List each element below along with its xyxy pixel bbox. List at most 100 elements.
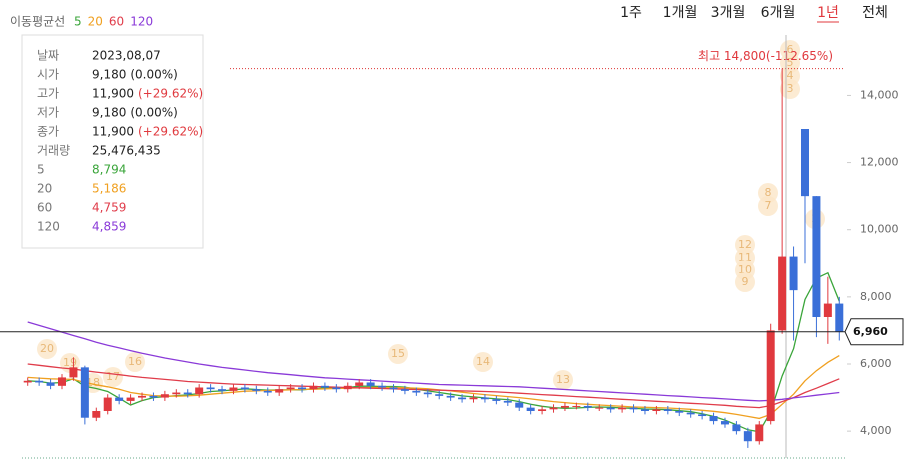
moving-average-line [27,355,840,420]
candle-body [172,392,181,395]
candle-body [115,397,124,401]
candle-body [69,367,78,378]
candle-body [229,387,238,391]
legend-item: 60 [109,15,124,29]
period-tab[interactable]: 1주 [620,5,642,21]
candle-body [400,389,409,391]
candle-body [698,414,707,417]
current-price-box [844,318,904,346]
candle-body [378,385,387,388]
candle-body [252,389,261,391]
candle-body [480,397,489,400]
candle-body [183,392,192,395]
event-marker-label: 15 [391,347,405,360]
tooltip-change: (+29.62%) [138,125,203,139]
tooltip-value: 5,186 [92,182,126,196]
y-tick-label: 6,000 [860,357,892,370]
moving-average-line [27,271,840,433]
candle-body [435,394,444,396]
y-tick-label: 4,000 [860,424,892,437]
candle-body [789,256,798,291]
event-marker-label: 7 [765,199,772,212]
tooltip-change: (+29.62%) [138,87,203,101]
candle-body [823,303,832,317]
tooltip-label: 저가 [37,106,59,120]
candle-body [469,397,478,400]
candle-body [720,421,729,425]
event-marker-label: 6 [787,43,794,56]
max-label: 최고 14,800(-112.65%) [698,49,833,63]
candle-body [298,387,307,390]
candle-body [675,411,684,413]
event-marker [37,339,57,359]
y-tick-label: 12,000 [860,156,899,169]
candle-body [23,380,32,383]
event-marker [758,196,778,216]
candle-body [778,256,787,331]
event-marker-label: 9 [742,275,749,288]
tooltip-change: (0.00%) [130,106,177,120]
candle-body [835,303,844,332]
candle-body [389,387,398,390]
candle-body [240,387,249,390]
tooltip-label: 120 [37,220,60,234]
period-tab[interactable]: 3개월 [711,5,746,21]
candle-body [263,390,272,393]
tooltip-value: 9,180 [92,68,126,82]
period-tab[interactable]: 전체 [862,5,888,21]
y-tick-label: 14,000 [860,88,899,101]
tooltip-value: 8,794 [92,163,126,177]
period-tab[interactable]: 6개월 [761,5,796,21]
tooltip-value: 2023,08,07 [92,49,161,63]
event-marker [103,367,123,387]
candle-body [355,382,364,386]
event-marker-label: 13 [556,373,570,386]
candle-body [549,407,558,410]
event-marker [473,352,493,372]
candle-body [92,411,101,418]
candle-body [446,395,455,398]
candle-body [709,416,718,422]
period-tab[interactable]: 1개월 [663,5,698,21]
candle-body [366,382,375,386]
candle-body [766,330,775,422]
candle-body [492,399,501,401]
candle-body [206,387,215,390]
candle-body [515,402,524,408]
candle-body [35,380,44,383]
legend-title: 이동평균선 [10,15,65,29]
candle-body [160,394,169,398]
candle-body [58,377,67,386]
tooltip-label: 거래량 [37,144,70,158]
tooltip-label: 종가 [37,125,59,139]
candle-body [423,392,432,395]
candle-body [732,424,741,432]
tooltip-label: 시가 [37,68,59,82]
event-marker-label: 17 [106,370,120,383]
candle-body [755,424,764,442]
candle-body [126,397,135,401]
event-marker-label: 8 [765,186,772,199]
candle-body [629,407,638,410]
event-marker [780,79,800,99]
event-marker-label: 4 [787,69,794,82]
candle-body [218,389,227,391]
candle-body [412,390,421,393]
period-tab[interactable]: 1년 [817,5,839,21]
event-marker-label: 14 [476,355,490,368]
tooltip-value: 9,180 [92,106,126,120]
tooltip: 날짜 2023,08,07 시가 9,180 (0.00%) 고가 11,900 (+29.6… [21,34,204,249]
candle-body [743,431,752,442]
event-marker-label: 19 [63,356,77,369]
candle-body [686,412,695,415]
tooltip-value: 11,900 [92,125,134,139]
tooltip-label: 고가 [37,87,59,101]
candle-body [80,367,89,418]
candle-body [526,407,535,411]
candle-body [618,407,627,410]
legend-item: 120 [130,15,153,29]
legend-item: 20 [88,15,103,29]
event-marker-label: 3 [787,82,794,95]
candle-body [538,409,547,411]
